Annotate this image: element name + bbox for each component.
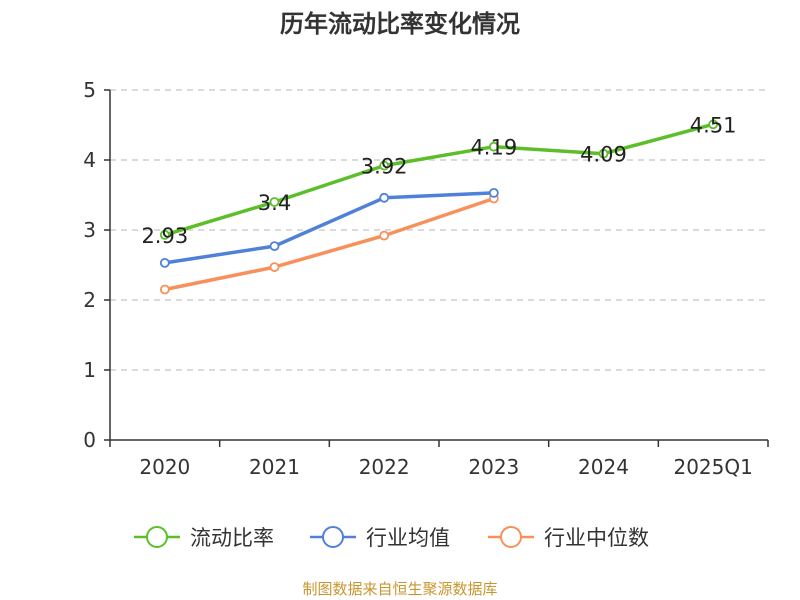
- data-point: [159, 284, 170, 295]
- data-point: [269, 197, 280, 207]
- data-label: 3.92: [361, 155, 408, 179]
- y-tick-label: 5: [83, 78, 96, 102]
- series-line-1: [164, 191, 494, 265]
- data-labels: 2.93 3.4 3.92 4.19 4.09 4.51: [141, 113, 736, 248]
- data-point: [269, 241, 280, 252]
- legend-label: 行业均值: [366, 526, 450, 550]
- axes: 0 1 2 3 4 5 2020 2021 2022 2023 2024 2025Q1: [83, 78, 769, 479]
- y-tick-label: 2: [83, 288, 96, 312]
- legend-swatch-marker: [146, 526, 168, 548]
- data-point: [159, 257, 170, 268]
- data-point: [598, 148, 609, 159]
- x-tick-label: 2020: [139, 455, 190, 479]
- chart-title: 历年流动比率变化情况: [280, 10, 520, 38]
- data-point: [379, 192, 390, 203]
- series-line-2: [164, 196, 495, 292]
- data-point: [159, 229, 170, 240]
- data-point: [379, 160, 390, 171]
- series-layer: [159, 119, 719, 295]
- x-tick-label: 2023: [468, 455, 519, 479]
- legend-label: 流动比率: [190, 526, 274, 550]
- data-point: [708, 119, 719, 130]
- y-tick-label: 0: [83, 428, 96, 452]
- data-label: 4.51: [690, 113, 737, 137]
- y-tick-label: 3: [83, 218, 96, 242]
- legend-swatch-marker: [500, 526, 522, 548]
- data-label: 2.93: [141, 224, 188, 248]
- data-point: [488, 187, 499, 198]
- data-point: [379, 230, 390, 241]
- x-tick-label: 2024: [578, 455, 629, 479]
- legend: 流动比率 行业均值 行业中位数: [134, 526, 649, 550]
- y-tick-label: 1: [83, 358, 96, 382]
- source-note: 制图数据来自恒生聚源数据库: [302, 580, 497, 598]
- series-line-0: [164, 122, 714, 237]
- data-label: 4.19: [470, 136, 517, 160]
- x-tick-label: 2022: [359, 455, 410, 479]
- x-tick-label: 2021: [249, 455, 300, 479]
- data-point: [269, 262, 280, 273]
- legend-swatch-marker: [322, 526, 344, 548]
- data-point: [488, 141, 499, 152]
- legend-label: 行业中位数: [544, 526, 649, 550]
- x-tick-label: 2025Q1: [673, 455, 752, 479]
- data-label: 3.4: [258, 191, 291, 215]
- data-label: 4.09: [580, 143, 627, 167]
- y-tick-label: 4: [83, 148, 96, 172]
- grid-lines: [110, 89, 768, 371]
